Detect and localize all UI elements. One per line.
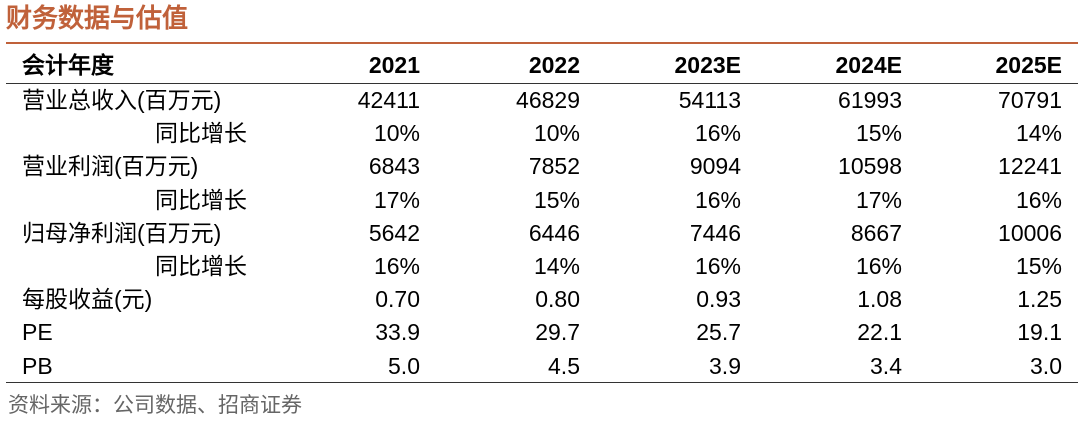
row-label: 同比增长 [155, 120, 247, 147]
cell-value: 3.0 [1030, 352, 1062, 379]
cell-value: 0.80 [535, 286, 580, 313]
row-label: 同比增长 [155, 186, 247, 213]
cell-value: 33.9 [375, 319, 420, 346]
cell-value: 4.5 [548, 352, 580, 379]
cell-value: 15% [533, 186, 580, 213]
cell-value: 5642 [368, 219, 420, 246]
cell-value: 46829 [516, 87, 580, 113]
cell-value: 17% [373, 186, 420, 213]
source: 资料来源：公司数据、招商证券 [8, 394, 302, 417]
cell-value: 3.9 [709, 352, 741, 379]
row-label: 营业总收入(百万元) [22, 87, 222, 113]
cell-value: 16% [694, 120, 741, 147]
cell-value: 70791 [998, 87, 1062, 113]
cell-value: 16% [373, 253, 420, 279]
cell-value: 7852 [528, 153, 580, 180]
cell-value: 10598 [838, 153, 902, 180]
cell-value: 3.4 [870, 352, 902, 379]
cell-value: 6843 [368, 153, 420, 180]
cell-value: 1.08 [857, 286, 902, 313]
cell-value: 10% [533, 120, 580, 147]
title: 财务数据与估值 [6, 4, 189, 34]
cell-value: 9094 [689, 153, 741, 180]
header-cell: 2021 [368, 52, 420, 78]
cell-value: 25.7 [696, 319, 741, 346]
cell-value: 17% [855, 186, 902, 213]
row-label: 同比增长 [155, 253, 247, 279]
cell-value: 7446 [689, 219, 741, 246]
row-label: PB [22, 352, 53, 379]
title-rule [6, 42, 1078, 44]
cell-value: 16% [694, 186, 741, 213]
header-cell: 2025E [995, 52, 1062, 78]
row-label: 营业利润(百万元) [22, 153, 199, 180]
bottom-rule [6, 382, 1078, 383]
cell-value: 22.1 [857, 319, 902, 346]
header-rule [6, 83, 1078, 84]
row-label: 每股收益(元) [22, 286, 153, 313]
cell-value: 19.1 [1017, 319, 1062, 346]
cell-value: 5.0 [388, 352, 420, 379]
cell-value: 6446 [528, 219, 580, 246]
cell-value: 8667 [850, 219, 902, 246]
cell-value: 16% [855, 253, 902, 279]
cell-value: 10006 [998, 219, 1062, 246]
header-cell: 2023E [674, 52, 741, 78]
cell-value: 10% [373, 120, 420, 147]
cell-value: 16% [1015, 186, 1062, 213]
cell-value: 0.70 [375, 286, 420, 313]
header-cell: 会计年度 [22, 52, 114, 78]
cell-value: 29.7 [535, 319, 580, 346]
cell-value: 14% [533, 253, 580, 279]
cell-value: 42411 [357, 87, 420, 113]
row-label: 归母净利润(百万元) [22, 219, 222, 246]
cell-value: 61993 [838, 87, 902, 113]
cell-value: 16% [694, 253, 741, 279]
cell-value: 54113 [678, 87, 741, 113]
row-label: PE [22, 319, 53, 346]
header-cell: 2024E [835, 52, 902, 78]
cell-value: 1.25 [1017, 286, 1062, 313]
header-cell: 2022 [528, 52, 580, 78]
cell-value: 15% [1015, 253, 1062, 279]
cell-value: 14% [1015, 120, 1062, 147]
cell-value: 15% [855, 120, 902, 147]
cell-value: 12241 [998, 153, 1062, 180]
cell-value: 0.93 [696, 286, 741, 313]
